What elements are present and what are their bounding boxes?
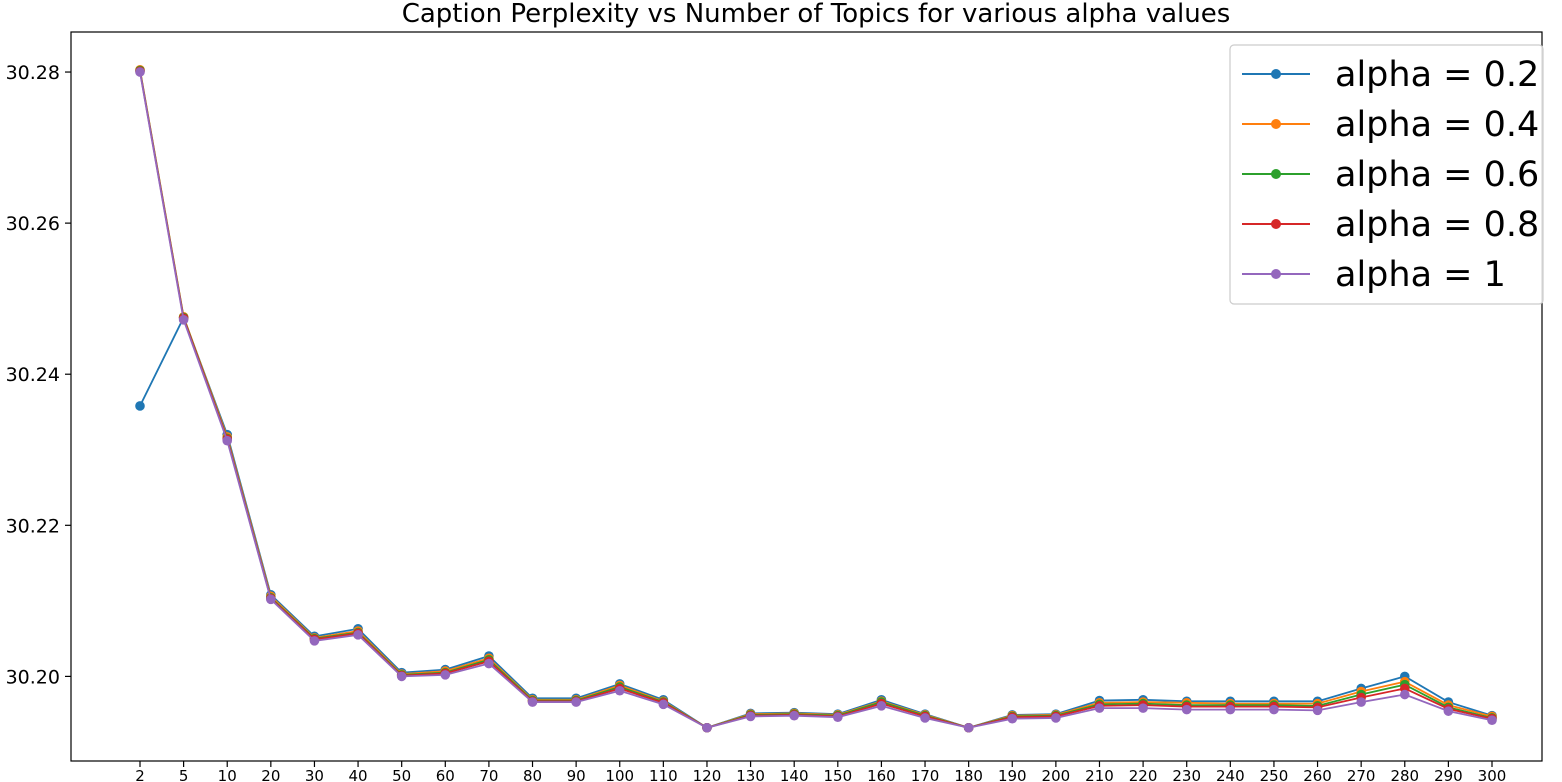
data-point-4-18 [920, 713, 930, 723]
x-tick-label-14: 130 [736, 767, 765, 782]
x-tick-label-9: 80 [523, 767, 542, 782]
data-point-4-17 [876, 701, 887, 711]
data-point-4-2 [222, 435, 233, 446]
x-tick-label-26: 250 [1260, 767, 1289, 782]
data-point-4-3 [266, 594, 276, 605]
plot-frame [70, 31, 1543, 762]
legend-swatch-marker-0 [1271, 69, 1281, 79]
x-tick-label-12: 110 [649, 767, 678, 782]
x-tick-label-21: 200 [1042, 767, 1071, 782]
data-point-4-8 [484, 658, 494, 669]
data-point-4-11 [614, 685, 625, 696]
x-tick-label-23: 220 [1129, 767, 1158, 782]
data-point-4-23 [1138, 703, 1148, 713]
data-point-4-19 [963, 722, 974, 733]
data-point-4-22 [1094, 703, 1105, 713]
x-tick-label-24: 230 [1172, 767, 1201, 782]
data-point-4-15 [789, 710, 799, 721]
x-tick-label-1: 5 [179, 767, 189, 782]
x-tick-label-15: 140 [780, 767, 809, 782]
legend-item-2: alpha = 0.6 [1242, 155, 1539, 195]
legend-swatch-marker-3 [1271, 219, 1281, 229]
chart-title: Caption Perplexity vs Number of Topics f… [402, 0, 1231, 29]
x-tick-label-5: 40 [349, 767, 368, 782]
legend: alpha = 0.2 alpha = 0.4 alpha = 0.6 alpha =… [1229, 44, 1544, 305]
x-tick-label-0: 2 [135, 767, 145, 782]
data-point-4-10 [571, 697, 581, 707]
legend-box [1229, 44, 1544, 305]
legend-item-4: alpha = 1 [1242, 255, 1506, 295]
data-point-4-16 [833, 712, 843, 722]
legend-item-0: alpha = 0.2 [1242, 55, 1539, 95]
x-tick-label-13: 120 [693, 767, 722, 782]
y-tick-label-3: 30.26 [6, 213, 60, 235]
series-line-4 [139, 71, 1493, 729]
data-point-4-7 [440, 670, 451, 680]
x-tick-label-8: 70 [479, 767, 498, 782]
x-tick-label-25: 240 [1216, 767, 1245, 782]
data-point-4-31 [1487, 715, 1497, 726]
legend-label-0: alpha = 0.2 [1335, 55, 1539, 95]
data-point-4-12 [658, 699, 669, 710]
x-tick-label-10: 90 [567, 767, 586, 782]
data-point-4-30 [1443, 706, 1454, 716]
data-point-4-5 [353, 630, 363, 640]
data-point-0-0 [135, 401, 145, 411]
legend-label-3: alpha = 0.8 [1335, 205, 1539, 245]
x-tick-label-3: 20 [261, 767, 280, 782]
x-tick-label-29: 280 [1390, 767, 1419, 782]
legend-item-3: alpha = 0.8 [1242, 205, 1539, 245]
data-point-4-29 [1399, 689, 1410, 700]
series-0 [135, 312, 1497, 733]
series-4 [135, 67, 1497, 733]
x-tick-label-4: 30 [305, 767, 324, 782]
data-point-4-25 [1225, 704, 1236, 715]
x-tick-label-6: 50 [392, 767, 411, 782]
data-point-4-1 [178, 315, 189, 325]
x-tick-label-18: 170 [911, 767, 940, 782]
x-tick-label-16: 150 [823, 767, 852, 782]
data-point-4-20 [1007, 713, 1018, 724]
x-tick-label-28: 270 [1347, 767, 1376, 782]
legend-label-1: alpha = 0.4 [1335, 105, 1539, 145]
data-point-4-9 [527, 697, 538, 707]
y-axis: 30.20 30.22 30.24 30.26 30.28 [6, 62, 71, 688]
x-tick-label-2: 10 [218, 767, 237, 782]
data-point-4-27 [1312, 705, 1323, 716]
data-point-4-13 [702, 722, 712, 733]
legend-label-2: alpha = 0.6 [1335, 155, 1539, 195]
data-point-4-26 [1269, 704, 1279, 715]
x-tick-label-27: 260 [1303, 767, 1332, 782]
x-tick-label-7: 60 [436, 767, 455, 782]
legend-swatch-marker-4 [1271, 269, 1281, 279]
legend-label-4: alpha = 1 [1335, 255, 1506, 295]
data-point-4-28 [1356, 697, 1366, 707]
x-axis: 2 5 10 20 30 40 50 60 70 80 90 100 110 120 130 140 150 16… [135, 761, 1506, 782]
legend-item-1: alpha = 0.4 [1242, 105, 1539, 145]
x-tick-label-30: 290 [1434, 767, 1463, 782]
y-tick-label-2: 30.24 [6, 364, 60, 386]
x-tick-label-19: 180 [954, 767, 983, 782]
y-tick-label-1: 30.22 [6, 515, 60, 537]
data-point-4-24 [1181, 704, 1192, 715]
legend-swatch-marker-1 [1271, 119, 1281, 129]
data-point-4-0 [135, 67, 145, 77]
series-layer [135, 64, 1497, 733]
x-tick-label-22: 210 [1085, 767, 1114, 782]
y-tick-label-0: 30.20 [6, 666, 60, 688]
series-line-0 [139, 315, 1493, 729]
data-point-4-14 [745, 711, 756, 722]
legend-swatch-marker-2 [1271, 169, 1281, 179]
data-point-4-4 [309, 636, 320, 646]
x-tick-label-31: 300 [1478, 767, 1507, 782]
x-tick-label-17: 160 [867, 767, 896, 782]
x-tick-label-20: 190 [998, 767, 1027, 782]
data-point-4-21 [1051, 713, 1061, 723]
data-point-4-6 [396, 671, 407, 682]
y-tick-label-4: 30.28 [6, 62, 60, 84]
x-tick-label-11: 100 [605, 767, 634, 782]
